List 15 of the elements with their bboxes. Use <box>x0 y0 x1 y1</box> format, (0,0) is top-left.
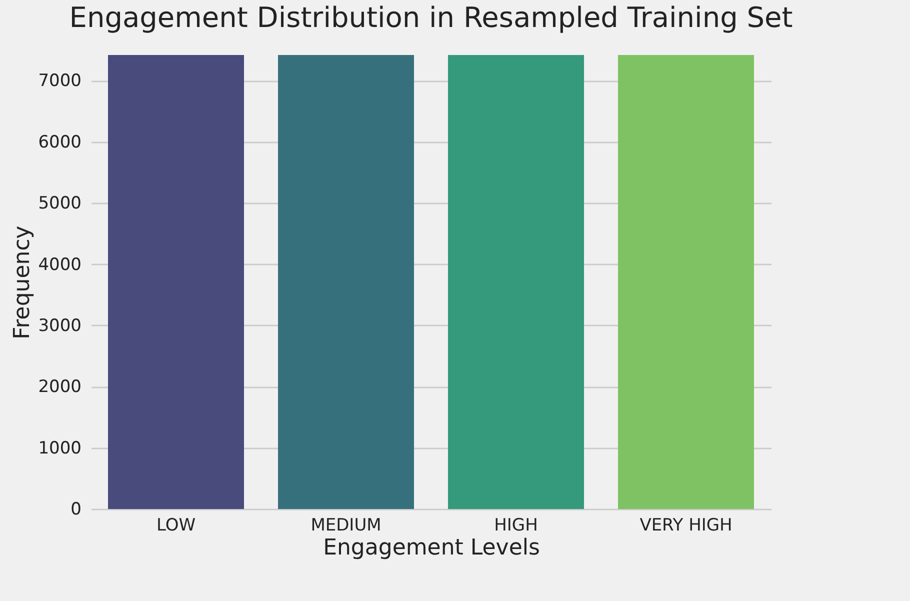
y-tick-label: 1000 <box>38 438 82 458</box>
y-tick-label: 3000 <box>38 316 82 336</box>
x-axis-title: Engagement Levels <box>323 536 540 560</box>
x-tick-label: VERY HIGH <box>640 516 732 536</box>
chart-title: Engagement Distribution in Resampled Training Set <box>69 1 793 34</box>
y-tick-label: 7000 <box>38 71 82 92</box>
y-tick-label: 2000 <box>38 377 82 398</box>
y-tick-label: 6000 <box>38 132 82 152</box>
x-tick-label: HIGH <box>494 516 538 536</box>
y-tick-label: 5000 <box>38 194 82 214</box>
y-tick-label: 0 <box>70 500 82 520</box>
y-tick-label: 4000 <box>38 254 82 275</box>
x-tick-label: MEDIUM <box>310 516 382 536</box>
x-tick-label: LOW <box>156 516 196 536</box>
y-axis-title: Frequency <box>10 226 36 340</box>
